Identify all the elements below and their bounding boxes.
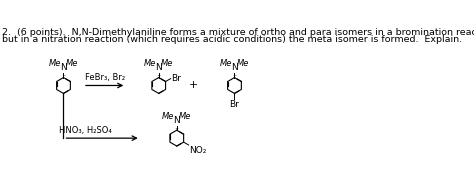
Text: Me: Me <box>144 59 156 68</box>
Text: Me: Me <box>49 59 61 68</box>
Text: Me: Me <box>237 59 249 68</box>
Text: ··: ·· <box>156 73 161 81</box>
Text: Me: Me <box>220 59 232 68</box>
Text: Me: Me <box>66 59 78 68</box>
Text: Me: Me <box>162 112 174 121</box>
Text: +: + <box>189 81 198 91</box>
Text: N: N <box>231 64 238 73</box>
Text: N: N <box>60 64 67 73</box>
Text: NO₂: NO₂ <box>189 146 207 155</box>
Text: Br: Br <box>171 74 181 83</box>
Text: Me: Me <box>179 112 191 121</box>
Text: N: N <box>155 64 162 73</box>
Text: ··: ·· <box>174 125 179 134</box>
Text: but in a nitration reaction (which requires acidic conditions) the meta isomer i: but in a nitration reaction (which requi… <box>2 35 462 44</box>
Text: FeBr₃, Br₂: FeBr₃, Br₂ <box>84 73 125 82</box>
Text: Br: Br <box>229 100 239 109</box>
Text: 2.  (6 points).  N,N-Dimethylaniline forms a mixture of ortho and para isomers i: 2. (6 points). N,N-Dimethylaniline forms… <box>2 29 474 37</box>
Text: HNO₃, H₂SO₄: HNO₃, H₂SO₄ <box>59 125 111 135</box>
Text: Me: Me <box>161 59 173 68</box>
Text: N: N <box>173 116 180 125</box>
Text: ··: ·· <box>61 73 66 81</box>
Text: ··: ·· <box>232 73 237 81</box>
